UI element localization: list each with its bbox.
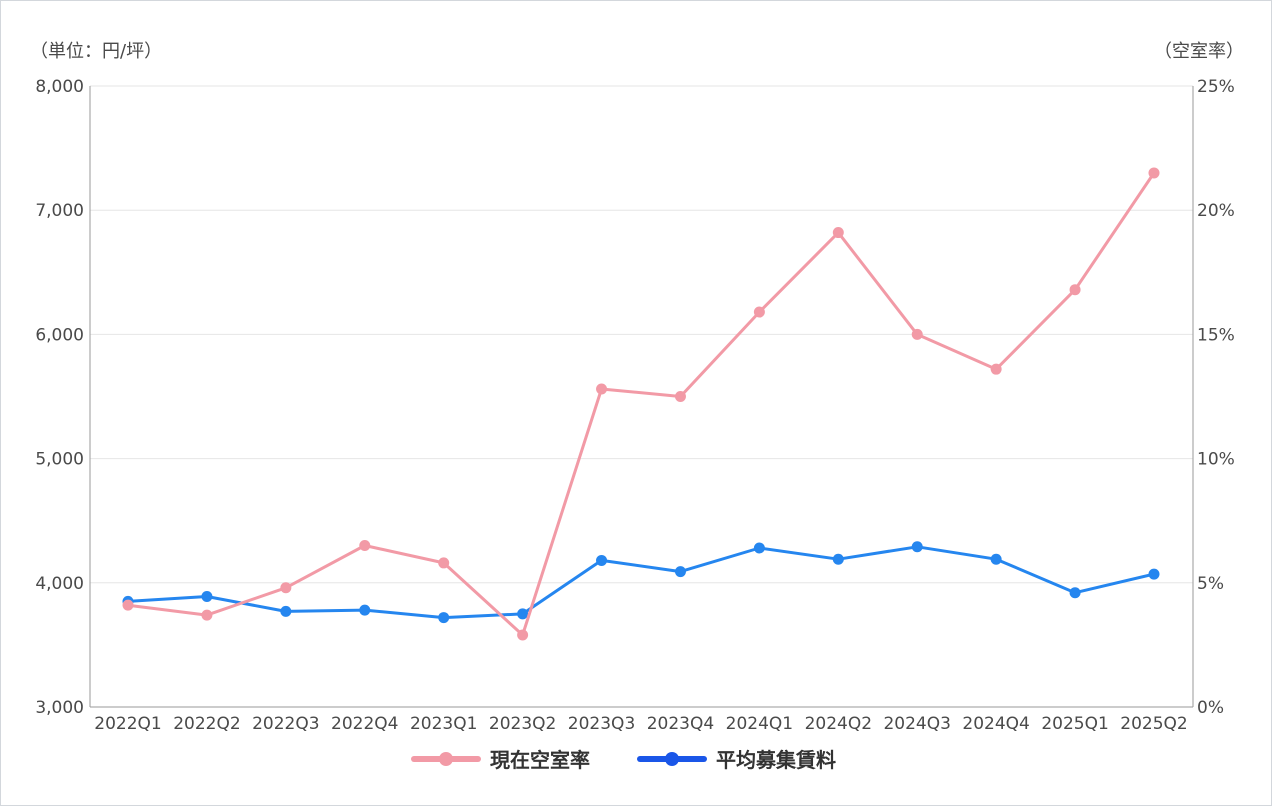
data-point (201, 590, 213, 602)
x-tick-label: 2022Q1 (94, 714, 161, 734)
data-point (438, 557, 450, 569)
left-tick-label: 5,000 (35, 450, 84, 470)
left-tick-label: 6,000 (35, 325, 84, 345)
data-point (674, 391, 686, 402)
x-tick-label: 2025Q2 (1120, 714, 1187, 734)
data-point (596, 383, 608, 395)
data-point (1069, 284, 1081, 296)
left-tick-label: 4,000 (35, 574, 84, 594)
data-point (911, 541, 923, 553)
x-tick-label: 2023Q2 (489, 714, 556, 734)
data-point (990, 363, 1002, 375)
series-line (127, 172, 1156, 637)
left-axis-ticks: 3,000 4,000 5,000 6,000 7,000 8,000 (35, 77, 84, 718)
series-vacancy-rate (122, 167, 1160, 641)
legend-swatch-marker (439, 752, 453, 766)
data-point (359, 604, 371, 616)
x-tick-label: 2024Q4 (962, 714, 1029, 734)
legend: 現在空室率 平均募集賃料 (411, 748, 836, 772)
data-point (753, 306, 765, 318)
series-average-rent (122, 541, 1160, 624)
legend-label: 現在空室率 (490, 748, 590, 772)
data-point (674, 566, 686, 578)
data-point (517, 629, 529, 641)
data-point (517, 608, 529, 620)
data-point (201, 609, 213, 621)
x-tick-label: 2024Q3 (883, 714, 950, 734)
data-point (1069, 587, 1081, 599)
series-line (127, 545, 1155, 620)
data-point (280, 582, 292, 594)
x-tick-label: 2023Q1 (410, 714, 477, 734)
x-tick-label: 2022Q4 (331, 714, 398, 734)
left-tick-label: 3,000 (35, 698, 84, 718)
right-tick-label: 15% (1197, 325, 1235, 345)
legend-item: 現在空室率 (411, 748, 590, 772)
x-tick-label: 2024Q1 (726, 714, 793, 734)
right-tick-label: 5% (1197, 574, 1224, 594)
left-axis-unit-label: （単位：円/坪） (30, 41, 162, 62)
data-point (1148, 568, 1160, 580)
x-tick-label: 2023Q4 (647, 714, 714, 734)
legend-swatch-marker (665, 752, 679, 766)
series-layer (122, 167, 1160, 641)
data-point (832, 227, 844, 239)
x-tick-label: 2024Q2 (805, 714, 872, 734)
legend-label: 平均募集賃料 (716, 748, 836, 772)
data-point (122, 599, 134, 611)
data-point (359, 540, 371, 552)
data-point (753, 542, 765, 554)
right-axis-ticks: 0% 5% 10% 15% 20% 25% (1197, 77, 1235, 718)
right-axis-unit-label: （空室率） (1154, 41, 1244, 62)
data-point (1148, 167, 1160, 179)
data-point (832, 553, 844, 565)
grid-lines (90, 85, 1193, 584)
right-tick-label: 0% (1197, 698, 1224, 718)
x-tick-label: 2023Q3 (568, 714, 635, 734)
data-point (911, 328, 923, 340)
x-tick-label: 2022Q2 (173, 714, 240, 734)
left-tick-label: 7,000 (35, 201, 84, 221)
data-point (596, 554, 608, 566)
right-tick-label: 25% (1197, 77, 1235, 97)
x-tick-label: 2022Q3 (252, 714, 319, 734)
axes (89, 86, 1194, 708)
data-point (280, 605, 292, 617)
x-tick-label: 2025Q1 (1041, 714, 1108, 734)
left-tick-label: 8,000 (35, 77, 84, 97)
right-tick-label: 20% (1197, 201, 1235, 221)
x-axis-ticks: 2022Q1 2022Q2 2022Q3 2022Q4 2023Q1 2023Q2 2023… (94, 714, 1187, 734)
data-point (438, 612, 450, 624)
right-tick-label: 10% (1197, 450, 1235, 470)
legend-item: 平均募集賃料 (637, 748, 836, 772)
data-point (990, 553, 1002, 565)
